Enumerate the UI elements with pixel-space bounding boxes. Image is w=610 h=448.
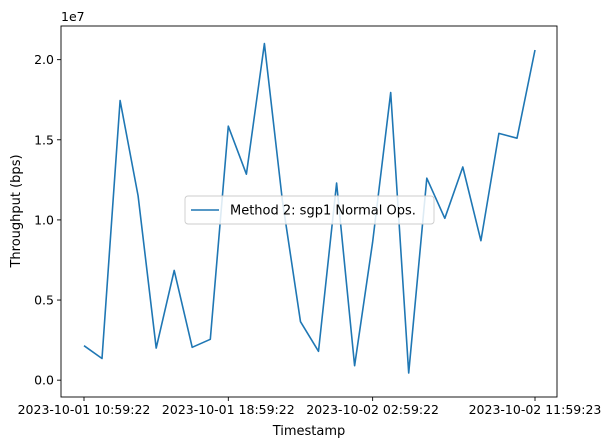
- data-point: [191, 346, 193, 348]
- legend-entry-label: Method 2: sgp1 Normal Ops.: [230, 204, 416, 219]
- y-axis-ticks: 0.0 0.5 1.0 1.5 2.0: [34, 52, 61, 388]
- data-point: [336, 182, 338, 184]
- x-tick-label: 2023-10-02 11:59:23: [469, 402, 602, 417]
- data-point: [408, 372, 410, 374]
- data-point: [227, 125, 229, 127]
- data-point: [390, 92, 392, 94]
- data-point: [101, 358, 103, 360]
- x-axis-ticks: 2023-10-01 10:59:22 2023-10-01 18:59:22 20…: [18, 397, 602, 417]
- data-point: [516, 137, 518, 139]
- data-point: [245, 173, 247, 175]
- data-point: [137, 195, 139, 197]
- y-tick-label: 0.5: [34, 293, 54, 308]
- x-tick-label: 2023-10-01 10:59:22: [18, 402, 151, 417]
- x-axis-label: Timestamp: [272, 424, 346, 439]
- data-point: [534, 49, 536, 51]
- x-tick-label: 2023-10-02 02:59:22: [306, 402, 439, 417]
- legend: Method 2: sgp1 Normal Ops.: [184, 195, 435, 225]
- data-point: [480, 240, 482, 242]
- y-tick-label: 1.0: [34, 212, 54, 227]
- plot-frame: [60, 25, 558, 398]
- data-point: [83, 345, 85, 347]
- data-point: [299, 321, 301, 323]
- y-tick-label: 0.0: [34, 373, 54, 388]
- series-group: [83, 42, 536, 374]
- data-point: [462, 166, 464, 168]
- data-point: [498, 132, 500, 134]
- data-point: [263, 43, 265, 45]
- y-tick-label: 2.0: [34, 52, 54, 67]
- x-tick-label: 2023-10-01 18:59:22: [162, 402, 295, 417]
- data-point: [444, 217, 446, 219]
- y-offset-label: 1e7: [61, 9, 85, 24]
- data-point: [119, 100, 121, 102]
- y-tick-label: 1.5: [34, 132, 54, 147]
- data-point: [155, 347, 157, 349]
- data-point: [426, 177, 428, 179]
- data-point: [173, 269, 175, 271]
- data-point: [372, 241, 374, 243]
- data-point: [209, 338, 211, 340]
- series-line: [83, 42, 536, 374]
- y-axis-label: Throughput (bps): [9, 154, 24, 268]
- data-point: [318, 350, 320, 352]
- data-point: [354, 365, 356, 367]
- legend-box: [184, 195, 435, 225]
